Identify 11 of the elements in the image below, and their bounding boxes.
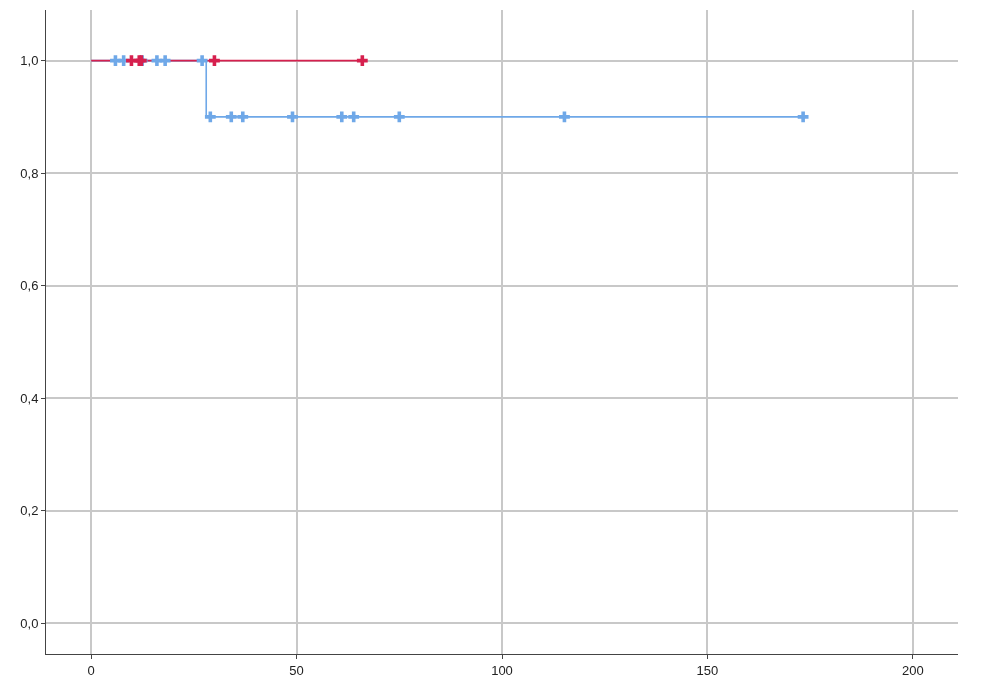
y-tick-label: 0,8 — [20, 165, 39, 181]
x-tick-label: 50 — [289, 662, 304, 678]
x-tick-label: 100 — [491, 662, 513, 678]
y-tick-label: 0,4 — [20, 390, 39, 406]
x-tick-label: 0 — [87, 662, 95, 678]
y-tick-label: 1,0 — [20, 53, 39, 69]
x-tick-label: 150 — [696, 662, 719, 678]
y-tick-label: 0,0 — [20, 615, 39, 631]
y-tick-label: 0,2 — [20, 503, 39, 519]
y-tick-label: 0,6 — [20, 278, 39, 294]
x-tick-label: 200 — [901, 662, 924, 678]
